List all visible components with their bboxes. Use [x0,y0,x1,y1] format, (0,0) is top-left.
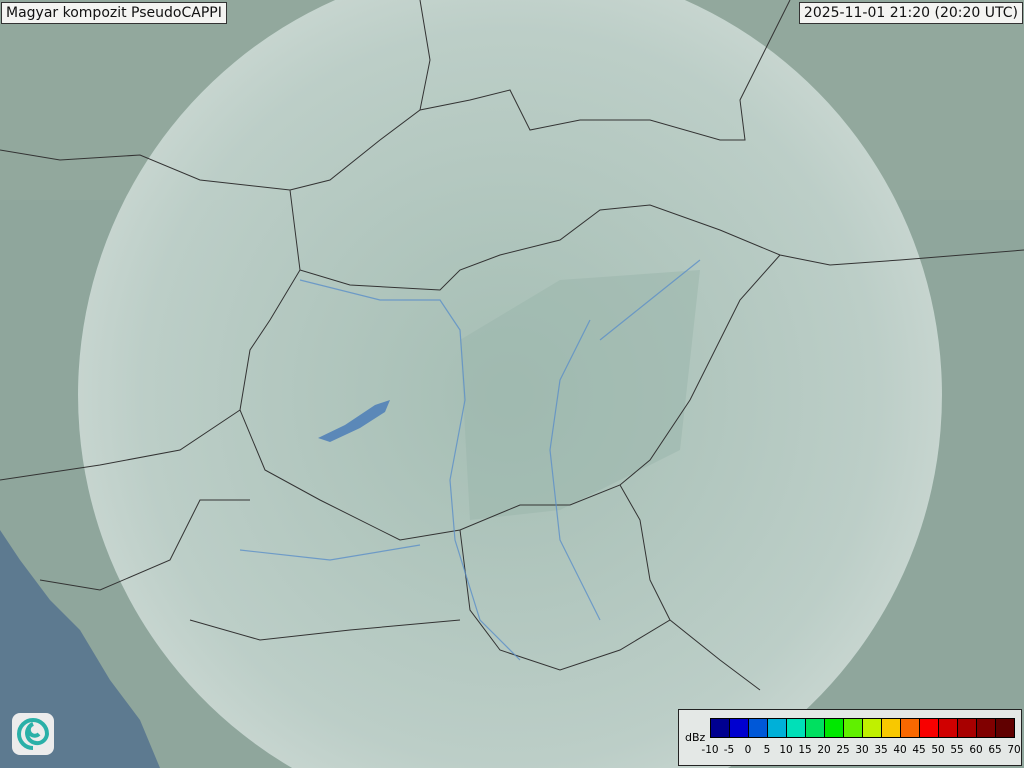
color-cell [711,719,730,737]
sea [0,530,160,768]
color-cell [844,719,863,737]
product-title: Magyar kompozit PseudoCAPPI [1,2,227,24]
color-cell [825,719,844,737]
legend-tick: 45 [912,744,926,756]
color-cell [958,719,977,737]
color-cell [787,719,806,737]
color-scale [710,718,1015,738]
legend-tick: 15 [798,744,812,756]
dbz-legend: dBz -10 -5 0 5 10 15 20 25 30 35 40 45 50 55 60 65 70 [678,709,1022,766]
legend-tick: 25 [836,744,850,756]
legend-tick: 65 [988,744,1002,756]
legend-tick: 0 [744,744,752,756]
color-cell [730,719,749,737]
swirl-logo-icon [12,713,54,755]
legend-tick: 70 [1007,744,1021,756]
color-cell [768,719,787,737]
legend-tick: -10 [701,744,719,756]
legend-tick: 40 [893,744,907,756]
legend-tick: 50 [931,744,945,756]
legend-ticks: -10 -5 0 5 10 15 20 25 30 35 40 45 50 55 60 65 70 [701,744,1020,760]
legend-tick: 5 [763,744,771,756]
color-cell [996,719,1014,737]
legend-tick: 30 [855,744,869,756]
color-cell [901,719,920,737]
lake-balaton [318,400,390,442]
rivers [239,259,701,661]
country-borders [0,0,1024,691]
legend-tick: 55 [950,744,964,756]
color-cell [920,719,939,737]
color-cell [939,719,958,737]
legend-unit: dBz [685,731,706,744]
color-cell [977,719,996,737]
color-cell [863,719,882,737]
color-cell [882,719,901,737]
timestamp: 2025-11-01 21:20 (20:20 UTC) [798,2,1023,24]
color-cell [749,719,768,737]
legend-tick: 60 [969,744,983,756]
legend-tick: 20 [817,744,831,756]
color-cell [806,719,825,737]
legend-tick: -5 [723,744,735,756]
legend-tick: 35 [874,744,888,756]
plain-area [460,270,700,520]
legend-tick: 10 [779,744,793,756]
